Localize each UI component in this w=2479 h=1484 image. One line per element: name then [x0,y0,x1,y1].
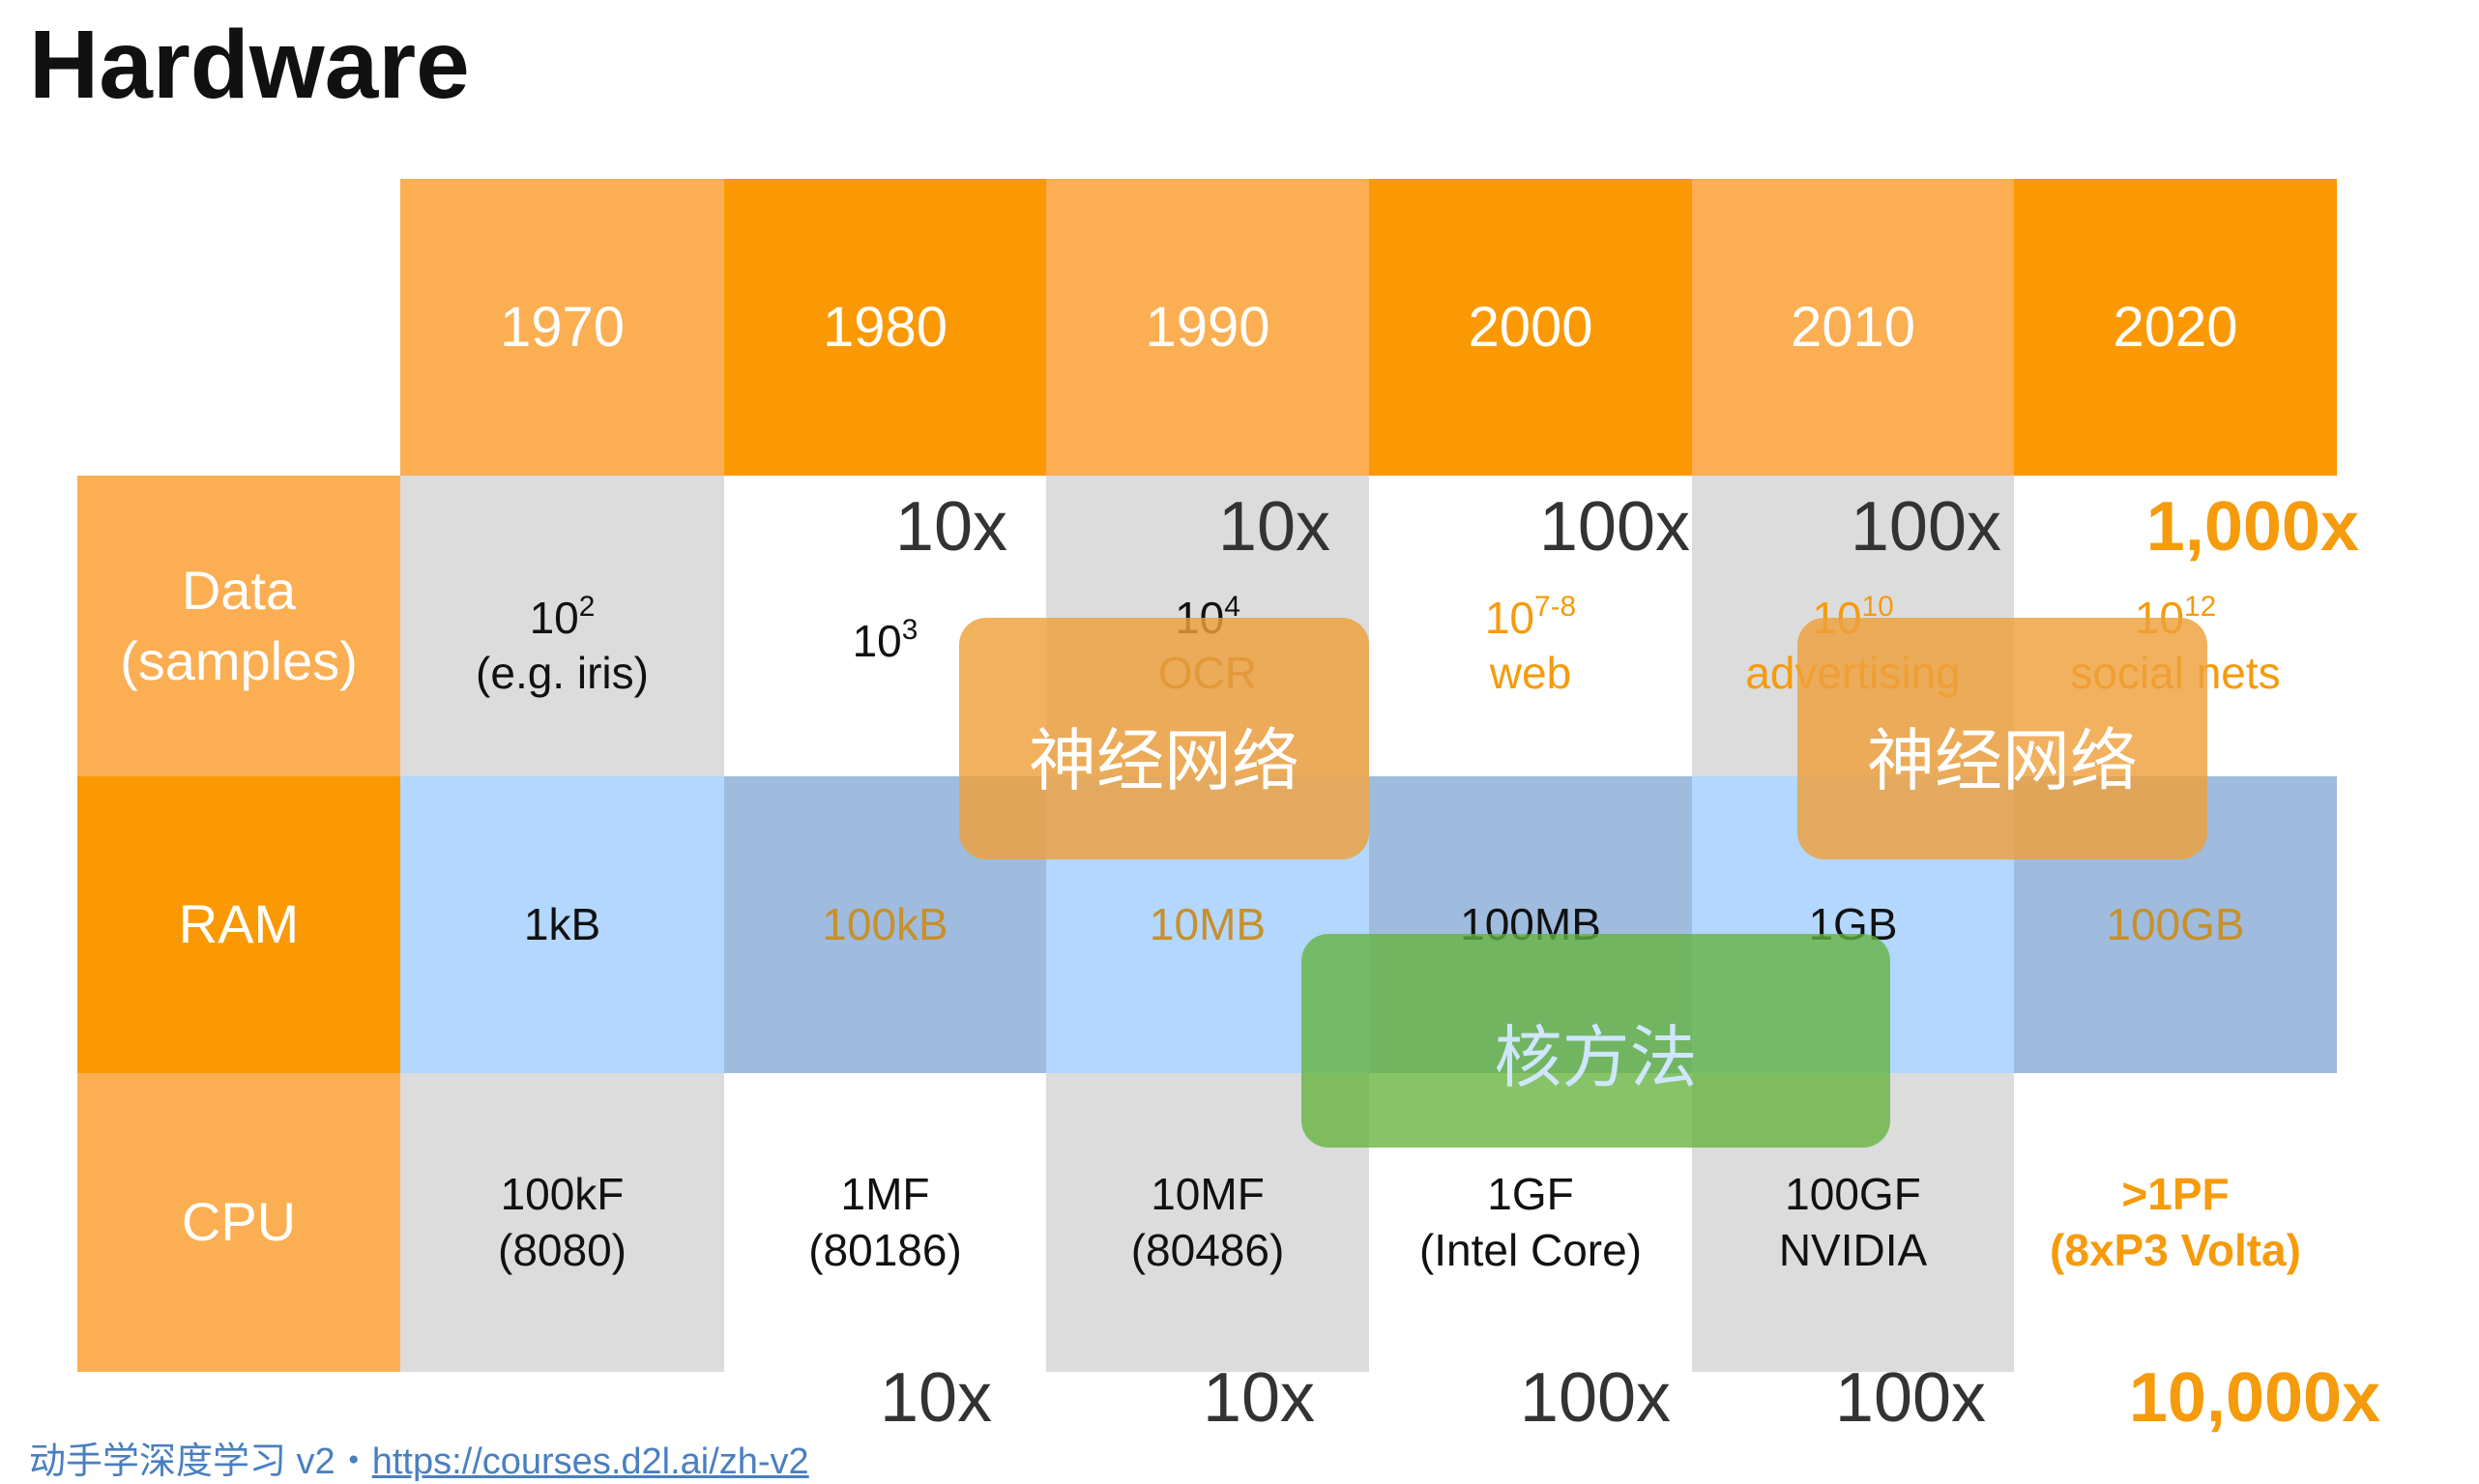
exponent: 10 [1861,591,1893,623]
year-header: 1990 [1046,179,1369,476]
ram-value: 100kB [822,898,948,949]
data-size-exponent: 3 [901,613,919,646]
data-example: web [1489,648,1572,699]
cpu-cell: >1PF (8xP3 Volta) [2014,1073,2337,1372]
year-label: 2000 [1468,296,1593,359]
overlay-label: 核方法 [1494,1020,1698,1095]
cpu-flops: >1PF [2121,1169,2230,1219]
exponent: 2 [579,591,596,623]
year-header: 2010 [1692,179,2014,476]
page-title: Hardware [29,11,470,119]
ram-value: 100GB [2106,898,2245,949]
row-label-text: RAM [178,893,300,955]
ram-value: 10MB [1149,898,1267,949]
cpu-model: (Intel Core) [1418,1224,1643,1275]
footer: 动手学深度学习 v2・https://courses.d2l.ai/zh-v2 [29,1431,809,1484]
cpu-growth-factor: 100x [1834,1359,1987,1437]
cpu-cell: 1MF (80186) [724,1073,1046,1372]
ram-value: 1kB [523,898,601,949]
data-size-base: 10 [852,615,902,666]
cpu-model: (80486) [1130,1224,1285,1275]
cpu-growth-factor: 100x [1519,1359,1672,1437]
data-example: (e.g. iris) [476,648,649,699]
row-label-text: Data [181,559,297,621]
data-size-exponent: 4 [1224,591,1240,624]
data-cell: 107-8 web [1369,476,1692,776]
year-header: 1970 [400,179,724,476]
row-label-data: Data (samples) [77,476,400,776]
data-size-base: 10 [529,592,579,643]
row-label-text: (samples) [120,629,358,691]
cpu-flops: 10MF [1151,1169,1265,1219]
data-growth-factor: 100x [1538,488,1690,566]
cpu-cell: 100kF (8080) [400,1073,724,1372]
cpu-model: NVIDIA [1778,1224,1928,1275]
exponent: 3 [902,614,919,646]
data-size: 107-8 [1485,589,1576,646]
year-label: 1970 [499,296,626,359]
data-growth-factor: 10x [1217,488,1330,566]
neural-network-overlay-2: 神经网络 [1797,618,2207,859]
cpu-model: (80186) [808,1224,962,1275]
year-header: 1980 [724,179,1046,476]
year-label: 1990 [1145,296,1270,359]
year-label: 1980 [822,296,948,359]
data-growth-factor: 10x [894,488,1007,566]
year-label: 2020 [2113,296,2238,359]
overlay-label: 神经网络 [1029,723,1299,799]
row-label-cpu: CPU [77,1073,400,1372]
data-size-exponent: 10 [1861,591,1894,624]
year-header: 2000 [1369,179,1692,476]
cpu-flops: 1GF [1487,1169,1574,1219]
ram-cell: 1kB [400,776,724,1073]
cpu-flops: 1MF [840,1169,930,1219]
neural-network-overlay-1: 神经网络 [959,618,1369,859]
row-label-ram: RAM [77,776,400,1073]
row-label-text: CPU [181,1191,297,1253]
year-label: 2010 [1790,296,1916,359]
overlay-label: 神经网络 [1867,723,2138,799]
data-size-exponent: 2 [578,591,596,624]
kernel-methods-overlay: 核方法 [1301,934,1890,1148]
data-size-exponent: 12 [2183,591,2217,624]
data-cell: 102 (e.g. iris) [400,476,724,776]
cpu-flops: 100kF [500,1169,625,1219]
exponent: 7-8 [1534,591,1576,623]
data-size: 103 [853,612,919,669]
data-size: 102 [530,589,596,646]
year-header: 2020 [2014,179,2337,476]
cpu-model: (8080) [498,1224,627,1275]
course-link[interactable]: https://courses.d2l.ai/zh-v2 [371,1441,809,1482]
data-size-exponent: 7-8 [1533,591,1577,624]
data-size-base: 10 [1484,592,1534,643]
cpu-flops: 100GF [1785,1169,1921,1219]
cpu-growth-factor: 10x [1202,1359,1316,1437]
data-growth-factor: 100x [1850,488,2001,566]
cpu-growth-factor: 10x [879,1359,993,1437]
cpu-model: (8xP3 Volta) [2050,1224,2301,1275]
cpu-growth-factor: 10,000x [2128,1359,2381,1437]
data-growth-factor: 1,000x [2145,488,2359,566]
footer-text: 动手学深度学习 v2・ [29,1441,372,1482]
exponent: 4 [1224,591,1240,623]
exponent: 12 [2184,591,2216,623]
